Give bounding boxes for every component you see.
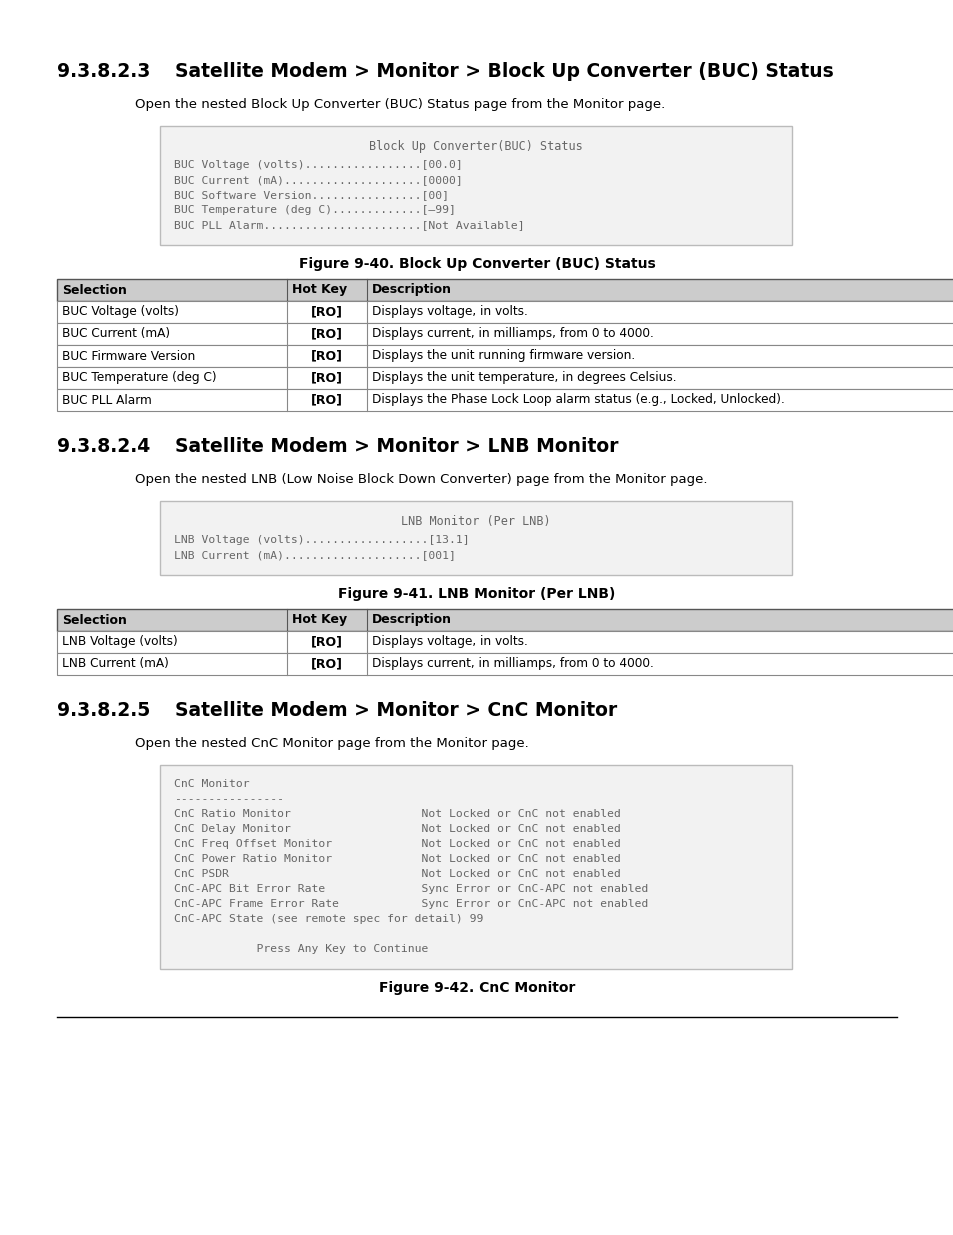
Text: 9.3.8.2.5: 9.3.8.2.5 [57, 701, 150, 720]
Text: LNB Monitor (Per LNB): LNB Monitor (Per LNB) [401, 515, 550, 529]
Text: CnC Monitor: CnC Monitor [173, 779, 250, 789]
Text: LNB Voltage (volts): LNB Voltage (volts) [62, 636, 177, 648]
Text: Figure 9-41. LNB Monitor (Per LNB): Figure 9-41. LNB Monitor (Per LNB) [338, 587, 615, 601]
Text: Displays voltage, in volts.: Displays voltage, in volts. [372, 305, 527, 319]
Text: ----------------: ---------------- [173, 794, 284, 804]
Text: CnC Freq Offset Monitor             Not Locked or CnC not enabled: CnC Freq Offset Monitor Not Locked or Cn… [173, 839, 620, 848]
Bar [57, 367, 953, 389]
Text: Block Up Converter(BUC) Status: Block Up Converter(BUC) Status [369, 140, 582, 153]
Text: BUC PLL Alarm.......................[Not Available]: BUC PLL Alarm.......................[Not… [173, 220, 524, 230]
Text: Displays current, in milliamps, from 0 to 4000.: Displays current, in milliamps, from 0 t… [372, 657, 653, 671]
Text: Displays the Phase Lock Loop alarm status (e.g., Locked, Unlocked).: Displays the Phase Lock Loop alarm statu… [372, 394, 784, 406]
Text: Figure 9-40. Block Up Converter (BUC) Status: Figure 9-40. Block Up Converter (BUC) St… [298, 257, 655, 270]
Text: Open the nested CnC Monitor page from the Monitor page.: Open the nested CnC Monitor page from th… [135, 737, 528, 750]
Text: LNB Current (mA)....................[001]: LNB Current (mA)....................[001… [173, 550, 456, 559]
Text: BUC Current (mA): BUC Current (mA) [62, 327, 170, 341]
Text: CnC-APC Bit Error Rate              Sync Error or CnC-APC not enabled: CnC-APC Bit Error Rate Sync Error or CnC… [173, 884, 648, 894]
Bar [57, 345, 953, 367]
Bar [57, 653, 953, 676]
Text: Hot Key: Hot Key [292, 614, 347, 626]
Text: LNB Voltage (volts)..................[13.1]: LNB Voltage (volts)..................[13… [173, 535, 469, 545]
Text: Displays the unit temperature, in degrees Celsius.: Displays the unit temperature, in degree… [372, 372, 676, 384]
Text: CnC-APC Frame Error Rate            Sync Error or CnC-APC not enabled: CnC-APC Frame Error Rate Sync Error or C… [173, 899, 648, 909]
Text: Description: Description [372, 614, 452, 626]
Bar [57, 324, 953, 345]
Text: BUC Current (mA)....................[0000]: BUC Current (mA)....................[000… [173, 175, 462, 185]
Bar [160, 126, 791, 245]
Text: BUC Software Version................[00]: BUC Software Version................[00] [173, 190, 449, 200]
Text: CnC-APC State (see remote spec for detail) 99: CnC-APC State (see remote spec for detai… [173, 914, 483, 924]
Text: Description: Description [372, 284, 452, 296]
Text: BUC Temperature (deg C).............[–99]: BUC Temperature (deg C).............[–99… [173, 205, 456, 215]
Text: Open the nested Block Up Converter (BUC) Status page from the Monitor page.: Open the nested Block Up Converter (BUC)… [135, 98, 664, 111]
Text: CnC Delay Monitor                   Not Locked or CnC not enabled: CnC Delay Monitor Not Locked or CnC not … [173, 824, 620, 834]
Text: 9.3.8.2.3: 9.3.8.2.3 [57, 62, 151, 82]
Bar [57, 609, 953, 631]
Text: Satellite Modem > Monitor > Block Up Converter (BUC) Status: Satellite Modem > Monitor > Block Up Con… [174, 62, 833, 82]
Text: Satellite Modem > Monitor > CnC Monitor: Satellite Modem > Monitor > CnC Monitor [174, 701, 617, 720]
Bar [57, 279, 953, 301]
Bar [57, 279, 953, 301]
Text: Press Any Key to Continue: Press Any Key to Continue [173, 944, 428, 953]
Text: Hot Key: Hot Key [292, 284, 347, 296]
Bar [160, 501, 791, 576]
Text: LNB Current (mA): LNB Current (mA) [62, 657, 169, 671]
Text: [RO]: [RO] [311, 372, 343, 384]
Text: [RO]: [RO] [311, 636, 343, 648]
Text: Open the nested LNB (Low Noise Block Down Converter) page from the Monitor page.: Open the nested LNB (Low Noise Block Dow… [135, 473, 707, 487]
Bar [57, 631, 953, 653]
Bar [57, 301, 953, 324]
Text: Selection: Selection [62, 614, 127, 626]
Text: CnC Ratio Monitor                   Not Locked or CnC not enabled: CnC Ratio Monitor Not Locked or CnC not … [173, 809, 620, 819]
Text: Displays voltage, in volts.: Displays voltage, in volts. [372, 636, 527, 648]
Text: [RO]: [RO] [311, 305, 343, 319]
Text: CnC PSDR                            Not Locked or CnC not enabled: CnC PSDR Not Locked or CnC not enabled [173, 869, 620, 879]
Text: [RO]: [RO] [311, 394, 343, 406]
Text: BUC Temperature (deg C): BUC Temperature (deg C) [62, 372, 216, 384]
Bar [57, 609, 953, 631]
Text: BUC Voltage (volts).................[00.0]: BUC Voltage (volts).................[00.… [173, 161, 462, 170]
Text: 9.3.8.2.4: 9.3.8.2.4 [57, 437, 150, 456]
Text: BUC PLL Alarm: BUC PLL Alarm [62, 394, 152, 406]
Text: Displays the unit running firmware version.: Displays the unit running firmware versi… [372, 350, 635, 363]
Text: CnC Power Ratio Monitor             Not Locked or CnC not enabled: CnC Power Ratio Monitor Not Locked or Cn… [173, 853, 620, 864]
Text: BUC Voltage (volts): BUC Voltage (volts) [62, 305, 179, 319]
Text: Displays current, in milliamps, from 0 to 4000.: Displays current, in milliamps, from 0 t… [372, 327, 653, 341]
Text: [RO]: [RO] [311, 657, 343, 671]
Text: BUC Firmware Version: BUC Firmware Version [62, 350, 195, 363]
Text: [RO]: [RO] [311, 350, 343, 363]
Text: Satellite Modem > Monitor > LNB Monitor: Satellite Modem > Monitor > LNB Monitor [174, 437, 618, 456]
Text: Figure 9-42. CnC Monitor: Figure 9-42. CnC Monitor [378, 981, 575, 995]
Bar [160, 764, 791, 969]
Bar [57, 389, 953, 411]
Text: Selection: Selection [62, 284, 127, 296]
Text: [RO]: [RO] [311, 327, 343, 341]
